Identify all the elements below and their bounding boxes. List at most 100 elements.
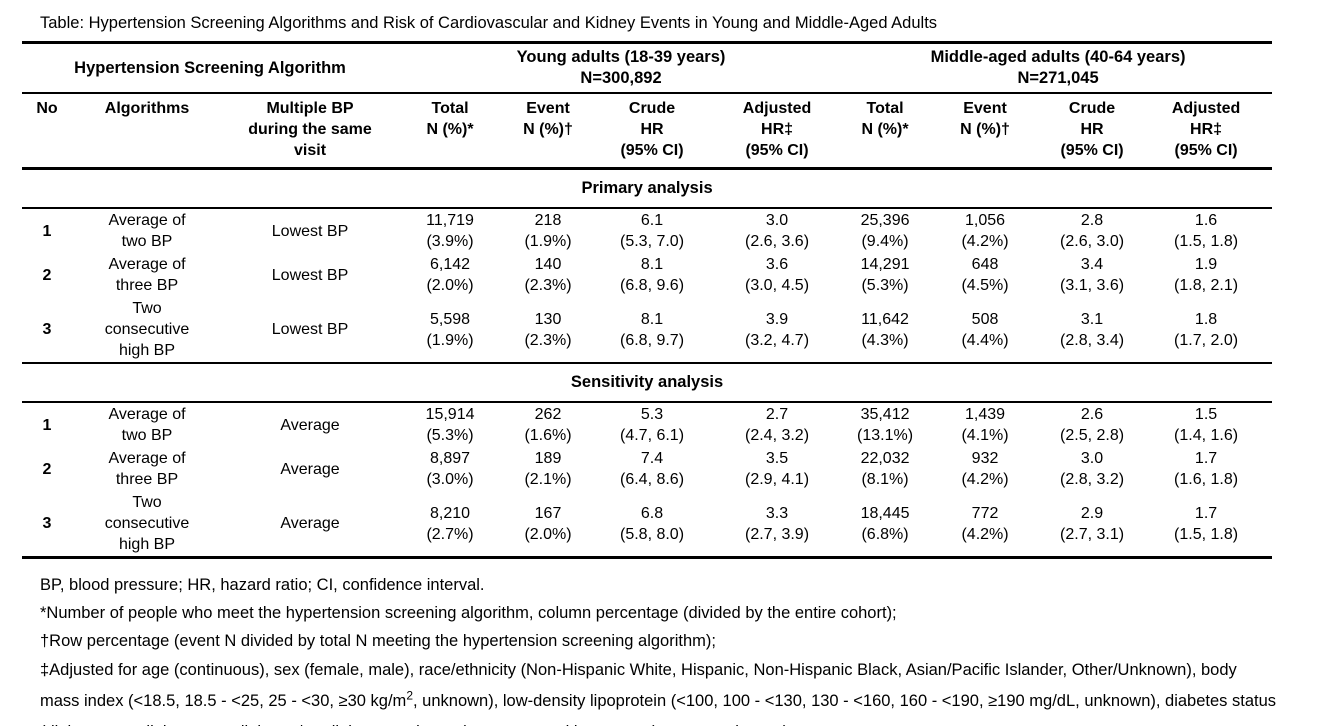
table-cell: 262 (1.6%)	[524, 406, 572, 444]
footnote-abbreviations: BP, blood pressure; HR, hazard ratio; CI…	[40, 576, 485, 594]
row-number: 3	[22, 491, 72, 559]
table-cell: 6.8 (5.8, 8.0)	[594, 491, 711, 559]
table-cell: 1.6 (1.5, 1.8)	[1174, 212, 1239, 250]
table-cell: 130 (2.3%)	[502, 297, 595, 364]
visit-cell: Average	[280, 460, 340, 478]
table-cell: 6.1 (5.3, 7.0)	[620, 212, 685, 250]
table-cell: 3.5 (2.9, 4.1)	[745, 450, 810, 488]
table-cell: 7.4 (6.4, 8.6)	[620, 450, 685, 488]
section-label: Primary analysis	[22, 168, 1273, 209]
table-cell: 3.0 (2.8, 3.2)	[1060, 450, 1125, 488]
table-cell: 25,396 (9.4%)	[860, 212, 910, 250]
footnote-double-dagger-text: ‡Adjusted for age (continuous), sex (fem…	[40, 661, 1237, 710]
table-cell: 5.3 (4.7, 6.1)	[620, 406, 685, 444]
section-label: Sensitivity analysis	[22, 363, 1273, 403]
footnote-double-dagger: ‡Adjusted for age (continuous), sex (fem…	[40, 655, 1278, 726]
footnotes: BP, blood pressure; HR, hazard ratio; CI…	[40, 571, 1278, 726]
algorithm-cell: Average of two BP	[108, 406, 186, 444]
table-cell: 8,897 (3.0%)	[426, 450, 474, 488]
column-header-adjusted-hr-middle: Adjusted HR‡ (95% CI)	[1140, 93, 1273, 170]
table-cell: 8,210 (2.7%)	[398, 491, 503, 559]
table-cell: 3.6 (3.0, 4.5)	[745, 256, 810, 294]
table-cell: 1.7 (1.5, 1.8)	[1140, 491, 1273, 559]
table-cell: 140 (2.3%)	[524, 256, 572, 294]
table-row: 3 Two consecutive high BP Average 8,210 …	[22, 491, 1273, 559]
table-cell: 15,914 (5.3%)	[425, 406, 475, 444]
column-header-crude-hr-middle: Crude HR (95% CI)	[1044, 93, 1141, 170]
row-number: 2	[42, 266, 52, 284]
visit-cell: Lowest BP	[271, 222, 349, 240]
table-cell: 1.7 (1.6, 1.8)	[1174, 450, 1239, 488]
table-cell: 3.0 (2.6, 3.6)	[745, 212, 810, 250]
table-cell: 6,142 (2.0%)	[426, 256, 474, 294]
group-header-row: Hypertension Screening Algorithm Young a…	[22, 42, 1273, 94]
row-number: 2	[42, 460, 52, 478]
table-cell: 2.6 (2.5, 2.8)	[1060, 406, 1125, 444]
results-table: Hypertension Screening Algorithm Young a…	[22, 41, 1273, 559]
table-cell: 189 (2.1%)	[524, 450, 572, 488]
table-cell: 11,642 (4.3%)	[844, 297, 927, 364]
table-cell: 2.7 (2.4, 3.2)	[745, 406, 810, 444]
column-header-no: No	[22, 93, 72, 170]
column-header-total-young: Total N (%)*	[398, 93, 503, 170]
table-cell: 8.1 (6.8, 9.6)	[620, 256, 685, 294]
table-cell: 1,056 (4.2%)	[961, 212, 1009, 250]
row-number: 1	[42, 222, 52, 240]
row-number: 1	[42, 416, 52, 434]
algorithm-cell: Average of two BP	[108, 212, 186, 250]
table-cell: 167 (2.0%)	[502, 491, 595, 559]
algorithm-cell: Two consecutive high BP	[72, 491, 222, 559]
visit-cell: Average	[280, 416, 340, 434]
footnote-dagger: †Row percentage (event N divided by tota…	[40, 632, 716, 650]
table-cell: 648 (4.5%)	[961, 256, 1009, 294]
table-cell: 3.1 (2.8, 3.4)	[1044, 297, 1141, 364]
table-row: 2 Average of three BP Average 8,897 (3.0…	[22, 447, 1272, 491]
column-header-event-middle: Event N (%)†	[926, 93, 1045, 170]
table-cell: 2.9 (2.7, 3.1)	[1044, 491, 1141, 559]
column-header-row: No Algorithms Multiple BP during the sam…	[22, 93, 1273, 170]
footnote-asterisk: *Number of people who meet the hypertens…	[40, 604, 897, 622]
visit-cell: Lowest BP	[271, 266, 349, 284]
column-header-event-young: Event N (%)†	[502, 93, 595, 170]
table-cell: 3.4 (3.1, 3.6)	[1060, 256, 1125, 294]
table-cell: 1,439 (4.1%)	[961, 406, 1009, 444]
table-cell: 18,445 (6.8%)	[844, 491, 927, 559]
table-cell: 2.8 (2.6, 3.0)	[1060, 212, 1125, 250]
row-number: 3	[22, 297, 72, 364]
table-cell: 1.5 (1.4, 1.6)	[1174, 406, 1239, 444]
group-header-young-adults: Young adults (18-39 years) N=300,892	[398, 42, 845, 94]
table-row: 1 Average of two BP Average 15,914 (5.3%…	[22, 402, 1272, 447]
column-header-adjusted-hr-young: Adjusted HR‡ (95% CI)	[710, 93, 845, 170]
table-cell: 932 (4.2%)	[961, 450, 1009, 488]
table-cell: 3.3 (2.7, 3.9)	[710, 491, 845, 559]
table-cell: 14,291 (5.3%)	[860, 256, 910, 294]
table-title: Table: Hypertension Screening Algorithms…	[40, 14, 938, 32]
visit-cell: Lowest BP	[222, 297, 399, 364]
column-header-total-middle: Total N (%)*	[844, 93, 927, 170]
section-header-sensitivity: Sensitivity analysis	[22, 363, 1273, 403]
table-cell: 8.1 (6.8, 9.7)	[594, 297, 711, 364]
table-cell: 3.9 (3.2, 4.7)	[710, 297, 845, 364]
table-cell: 772 (4.2%)	[926, 491, 1045, 559]
group-header-middle-aged: Middle-aged adults (40-64 years) N=271,0…	[844, 42, 1273, 94]
table-cell: 218 (1.9%)	[524, 212, 572, 250]
footnote-double-dagger-text: , unknown), low-density lipoprotein (<10…	[40, 692, 1277, 726]
column-header-crude-hr-young: Crude HR (95% CI)	[594, 93, 711, 170]
column-header-algorithms: Algorithms	[72, 93, 222, 170]
algorithm-cell: Average of three BP	[108, 256, 186, 294]
group-header-algorithm: Hypertension Screening Algorithm	[22, 42, 399, 94]
superscript-2: 2	[406, 688, 413, 703]
algorithm-cell: Average of three BP	[108, 450, 186, 488]
visit-cell: Average	[222, 491, 399, 559]
column-header-multiple-bp: Multiple BP during the same visit	[222, 93, 399, 170]
table-cell: 11,719 (3.9%)	[426, 212, 474, 250]
table-cell: 508 (4.4%)	[926, 297, 1045, 364]
table-row: 1 Average of two BP Lowest BP 11,719 (3.…	[22, 208, 1272, 253]
table-cell: 5,598 (1.9%)	[398, 297, 503, 364]
table-cell: 22,032 (8.1%)	[860, 450, 910, 488]
algorithm-cell: Two consecutive high BP	[72, 297, 222, 364]
section-header-primary: Primary analysis	[22, 168, 1273, 209]
table-cell: 35,412 (13.1%)	[857, 406, 914, 444]
table-row: 2 Average of three BP Lowest BP 6,142 (2…	[22, 253, 1272, 297]
